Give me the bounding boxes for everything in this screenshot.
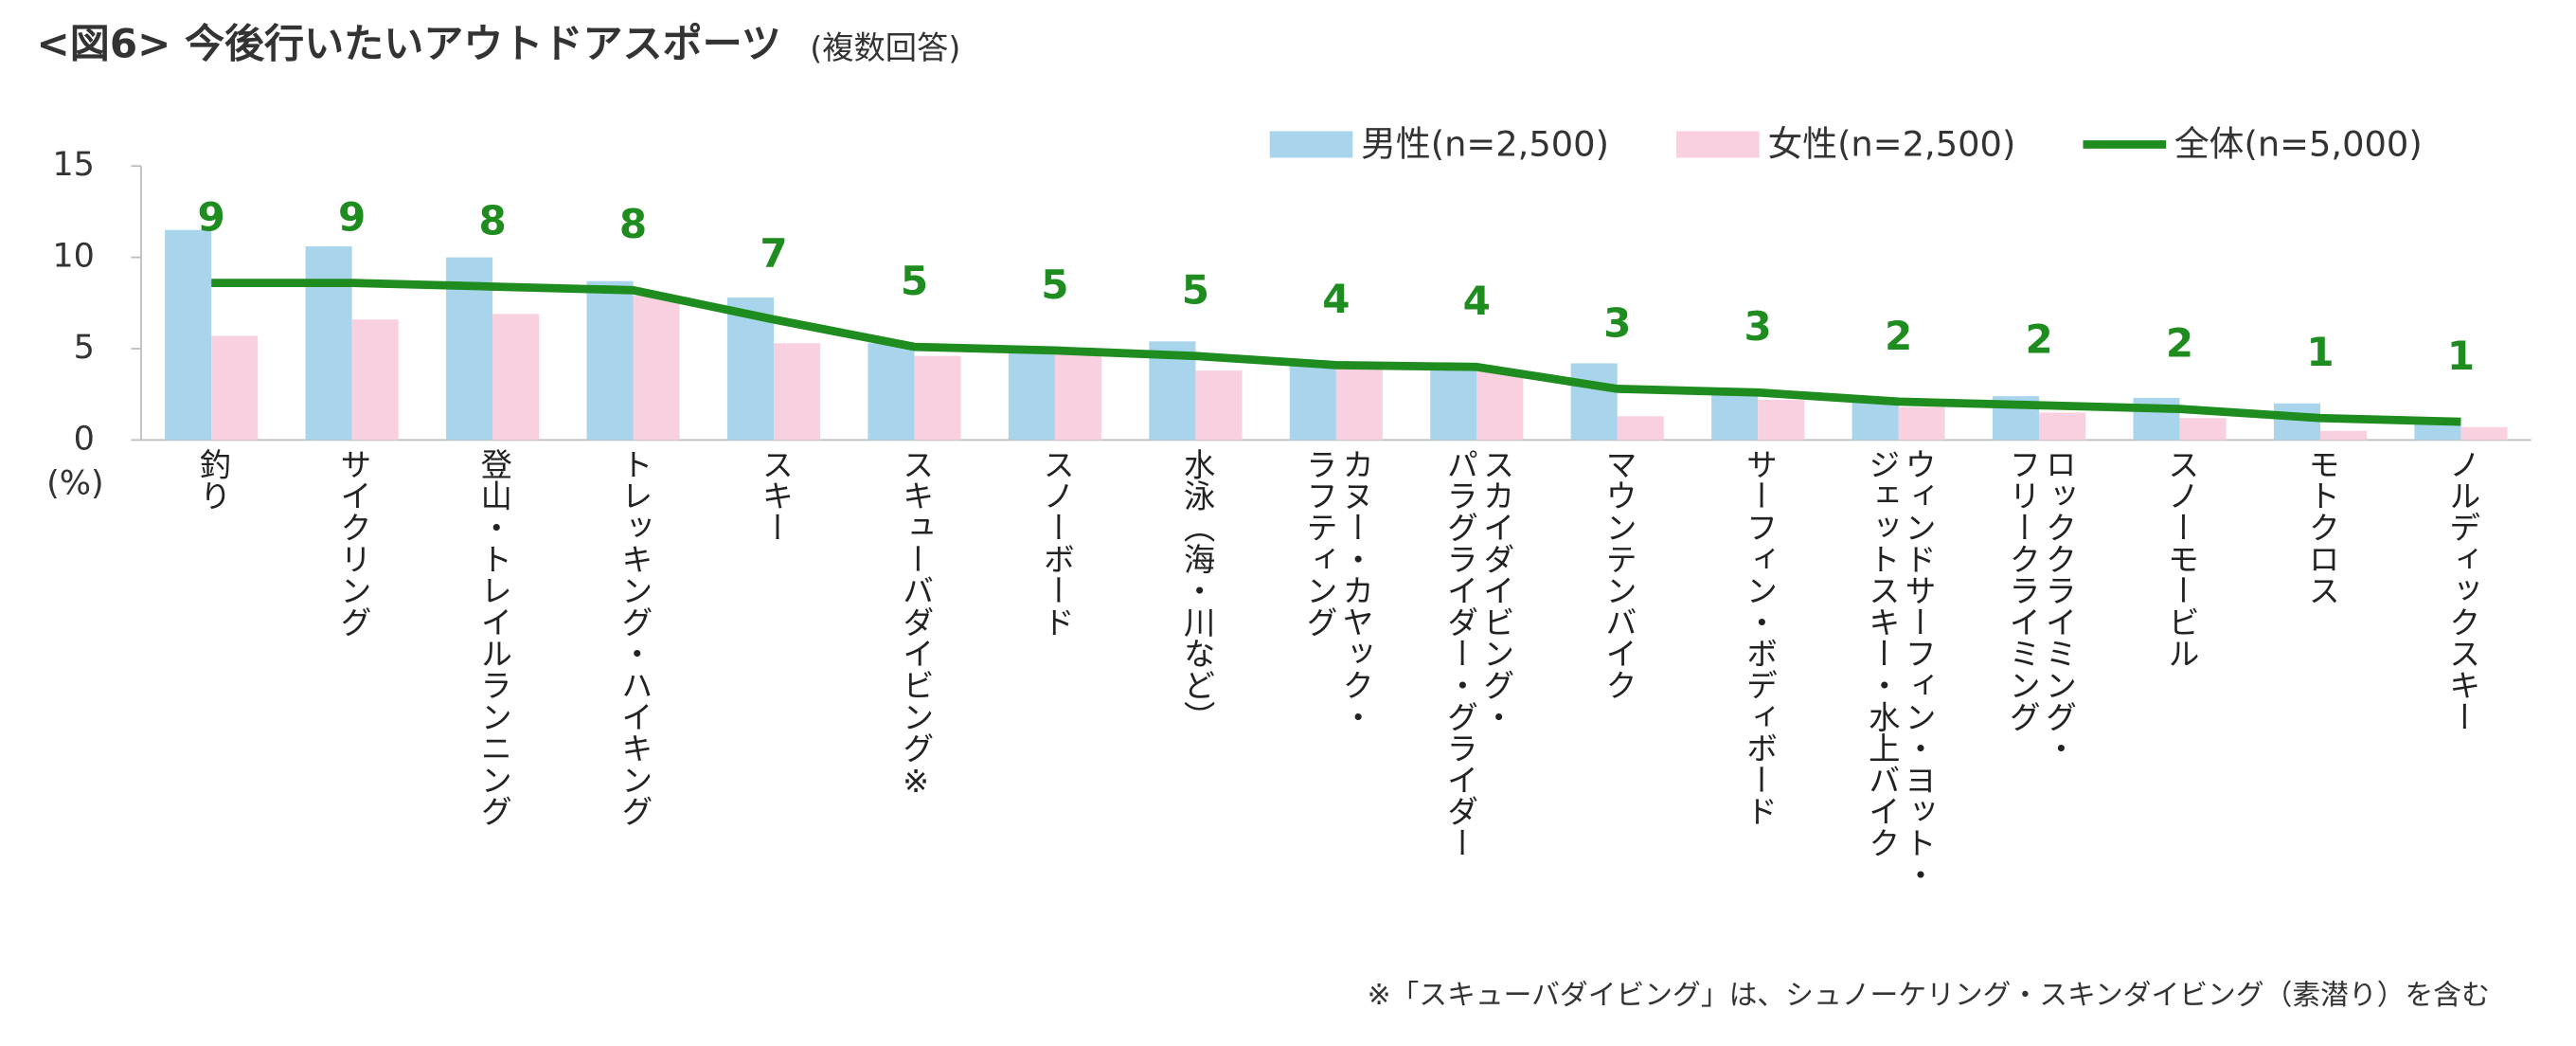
bar — [2039, 412, 2086, 441]
data-label: 5 — [1182, 267, 1209, 314]
bar — [2320, 430, 2368, 441]
x-tick-label-box: トレッキング・ハイキング — [616, 448, 653, 827]
data-label: 9 — [198, 194, 225, 241]
bar — [914, 355, 961, 441]
legend-label: 女性(n=2,500) — [1767, 124, 2015, 165]
x-tick-label-box: スカイダイビング・ パラグライダー・グライダー — [1441, 448, 1515, 858]
bar — [633, 296, 680, 441]
x-tick-label-box: スノーモービル — [2162, 448, 2200, 670]
bar — [586, 280, 634, 441]
x-tick-label: マウンテンバイク — [1601, 448, 1637, 701]
data-label: 2 — [2025, 316, 2052, 363]
y-tick-label: 0 — [74, 419, 95, 458]
data-label: 3 — [1744, 303, 1772, 350]
x-tick-label: スノーモービル — [2162, 448, 2200, 670]
x-tick-label-box: 水泳（海・川など） — [1178, 448, 1216, 732]
x-tick-label: サイクリング — [334, 448, 372, 638]
x-tick-label-box: スノーボード — [1038, 448, 1075, 638]
data-label: 5 — [1041, 262, 1068, 308]
bar — [1430, 363, 1477, 441]
x-tick-label: ロッククライミング・ フリークライミング — [2004, 448, 2078, 765]
data-label: 7 — [760, 230, 787, 277]
x-tick-label: サーフィン・ボディボード — [1741, 448, 1779, 827]
x-tick-label-box: カヌー・カヤック・ ラフティング — [1301, 448, 1374, 732]
x-tick-label: スキー — [757, 448, 794, 544]
x-tick-label-box: ロッククライミング・ フリークライミング — [2004, 448, 2078, 765]
x-tick-label-box: 釣り — [194, 448, 232, 512]
data-label: 2 — [2166, 320, 2193, 367]
x-tick-label-box: ノルディックスキー — [2443, 448, 2481, 732]
line — [211, 279, 2461, 426]
bar — [2460, 426, 2508, 441]
data-label: 2 — [1885, 313, 1912, 359]
bar — [1008, 349, 1055, 441]
data-label: 1 — [2306, 329, 2334, 375]
bar — [1476, 370, 1524, 441]
bar — [1617, 416, 1664, 441]
x-tick-label: カヌー・カヤック・ ラフティング — [1301, 448, 1374, 732]
x-tick-label: トレッキング・ハイキング — [616, 448, 653, 827]
x-tick-label-box: サーフィン・ボディボード — [1741, 448, 1779, 827]
bar — [165, 229, 212, 441]
bar — [211, 335, 259, 441]
data-label: 4 — [1463, 278, 1491, 324]
data-label: 5 — [901, 258, 928, 304]
x-tick-label-box: 登山・トレイルランニング — [475, 448, 512, 827]
bar — [1711, 388, 1759, 441]
legend-swatch — [1269, 131, 1353, 158]
data-label: 3 — [1603, 299, 1631, 346]
x-tick-label: モトクロス — [2303, 448, 2340, 606]
x-tick-label: スキューバダイビング※ — [897, 448, 935, 801]
x-tick-label: 釣り — [194, 448, 232, 512]
bar — [2179, 418, 2227, 441]
data-label: 8 — [619, 201, 647, 247]
x-tick-label-box: ウィンドサーフィン・ヨット・ ジェットスキー・水上バイク — [1863, 448, 1937, 891]
bar — [1335, 367, 1383, 441]
bar — [868, 343, 915, 441]
y-tick-label: 5 — [74, 328, 95, 367]
x-tick-label: 登山・トレイルランニング — [475, 448, 512, 827]
bar — [1570, 363, 1618, 441]
data-label: 4 — [1322, 276, 1350, 322]
bar — [1054, 352, 1101, 441]
bar — [774, 343, 821, 441]
y-tick-label: 10 — [52, 237, 95, 276]
x-tick-label-box: サイクリング — [334, 448, 372, 638]
x-tick-label-box: マウンテンバイク — [1601, 448, 1637, 701]
legend-label: 男性(n=2,500) — [1361, 124, 1609, 165]
data-label: 8 — [478, 197, 506, 243]
x-tick-label: 水泳（海・川など） — [1178, 448, 1216, 732]
bar — [351, 319, 399, 441]
y-tick-label: 15 — [52, 145, 95, 184]
bar — [1758, 399, 1805, 441]
data-label: 1 — [2447, 333, 2475, 379]
bar — [492, 314, 540, 441]
legend-label: 全体(n=5,000) — [2174, 124, 2423, 165]
x-tick-label-box: スキューバダイビング※ — [897, 448, 935, 801]
legend-swatch — [1676, 131, 1760, 158]
x-tick-label: スノーボード — [1038, 448, 1075, 638]
chart-title: <図6> 今後行いたいアウトドアスポーツ — [37, 21, 781, 67]
x-tick-label: ノルディックスキー — [2443, 448, 2481, 732]
footnote: ※「スキューバダイビング」は、シュノーケリング・スキンダイビング（素潜り）を含む — [1368, 979, 2490, 1012]
x-tick-label-box: モトクロス — [2303, 448, 2340, 606]
bar — [1289, 365, 1336, 441]
chart-subtitle: (複数回答) — [810, 29, 960, 66]
data-label: 9 — [338, 194, 366, 241]
bar — [1898, 406, 1945, 441]
x-tick-label: ウィンドサーフィン・ヨット・ ジェットスキー・水上バイク — [1863, 448, 1937, 891]
bar — [1195, 370, 1243, 441]
x-tick-label: スカイダイビング・ パラグライダー・グライダー — [1441, 448, 1515, 858]
y-unit: (%) — [46, 464, 104, 503]
bar — [2414, 422, 2461, 441]
bar — [305, 246, 352, 441]
x-tick-label-box: スキー — [757, 448, 794, 544]
